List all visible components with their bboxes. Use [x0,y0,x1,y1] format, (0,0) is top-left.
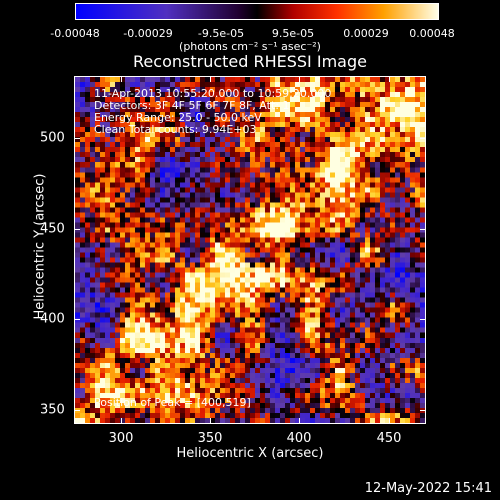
colorbar-tick: -0.00048 [50,27,100,40]
y-tick-label: 450 [40,221,65,237]
plot-frame [74,76,426,424]
annotation-time: 11-Apr-2013 10:55:20.000 to 10:59:20.000 [94,87,332,100]
x-tick-mark [121,418,122,423]
x-tick-mark [121,77,122,82]
y-tick-mark [420,410,425,411]
y-tick-mark [75,229,80,230]
x-tick-mark [299,418,300,423]
y-tick-label: 400 [40,311,65,327]
y-tick-mark [420,229,425,230]
x-tick-label: 450 [376,431,402,446]
annotation-energy: Energy Range: 25.0 - 50.0 keV [94,111,262,124]
colorbar [75,3,439,20]
y-tick-label: 350 [40,402,65,418]
colorbar-tick: -0.00029 [123,27,173,40]
y-tick-label: 500 [40,130,65,146]
x-tick-label: 300 [108,431,134,446]
annotation-counts: Clean Total counts: 9.94E+03 [94,123,257,136]
chart-title: Reconstructed RHESSI Image [133,52,367,71]
timestamp: 12-May-2022 15:41 [364,481,492,496]
x-axis-label: Heliocentric X (arcsec) [176,446,324,461]
colorbar-unit: (photons cm⁻² s⁻¹ asec⁻²) [179,40,321,53]
annotation-detectors: Detectors: 3F 4F 5F 6F 7F 8F, Att: 1 [94,99,290,112]
y-tick-mark [420,319,425,320]
colorbar-tick: 0.00048 [409,27,455,40]
x-tick-mark [210,77,211,82]
colorbar-tick: 9.5e-05 [271,27,315,40]
y-tick-mark [420,138,425,139]
x-tick-label: 350 [197,431,223,446]
y-axis-label: Heliocentric Y (arcsec) [32,173,48,320]
colorbar-tick: 0.00029 [343,27,389,40]
y-tick-mark [75,138,80,139]
y-tick-mark [75,410,80,411]
x-tick-mark [299,77,300,82]
colorbar-tick: -9.5e-05 [197,27,245,40]
x-tick-mark [210,418,211,423]
heatmap-image [75,77,425,423]
y-tick-mark [75,319,80,320]
peak-position: Position of Peak = [400,519] [94,396,251,409]
x-tick-mark [389,77,390,82]
x-tick-mark [389,418,390,423]
x-tick-label: 400 [286,431,312,446]
